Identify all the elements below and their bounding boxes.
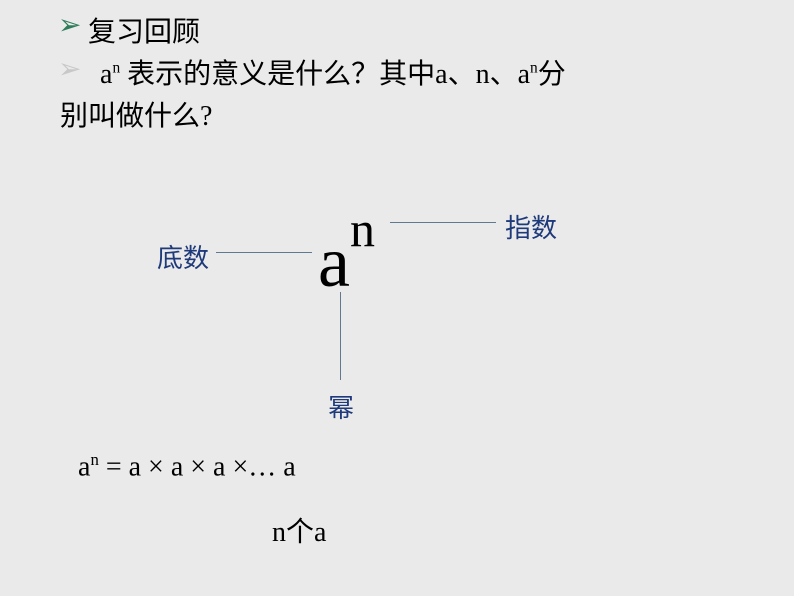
question-line-1: an 表示的意义是什么？其中a、n、an分: [100, 54, 566, 96]
eq-lhs-sup: n: [90, 450, 98, 469]
eq-lhs-base: a: [78, 451, 90, 482]
heading-review: 复习回顾: [88, 10, 200, 50]
q1-sup2: n: [530, 60, 538, 77]
bullet-arrow-2: ➢: [58, 56, 81, 84]
label-exponent: 指数: [505, 208, 557, 245]
bullet-arrow-1: ➢: [58, 12, 81, 40]
center-expression: an: [318, 200, 375, 304]
q1-sup: n: [112, 60, 120, 77]
label-power: 幂: [328, 388, 354, 425]
center-base: a: [318, 222, 350, 302]
question-line-2: 别叫做什么?: [60, 96, 212, 138]
connector-exponent: [390, 222, 496, 223]
eq-rhs: = a × a × a ×… a: [99, 451, 296, 482]
center-exp: n: [350, 201, 375, 257]
equation-line: an = a × a × a ×… a: [78, 450, 296, 483]
q1-mid: 表示的意义是什么？其中a、n、a: [120, 59, 530, 90]
equation-count: n个a: [272, 510, 326, 550]
label-base: 底数: [157, 238, 209, 275]
q1-end: 分: [538, 59, 566, 90]
connector-base: [216, 252, 312, 253]
q1-base: a: [100, 59, 112, 90]
connector-power: [340, 292, 341, 380]
